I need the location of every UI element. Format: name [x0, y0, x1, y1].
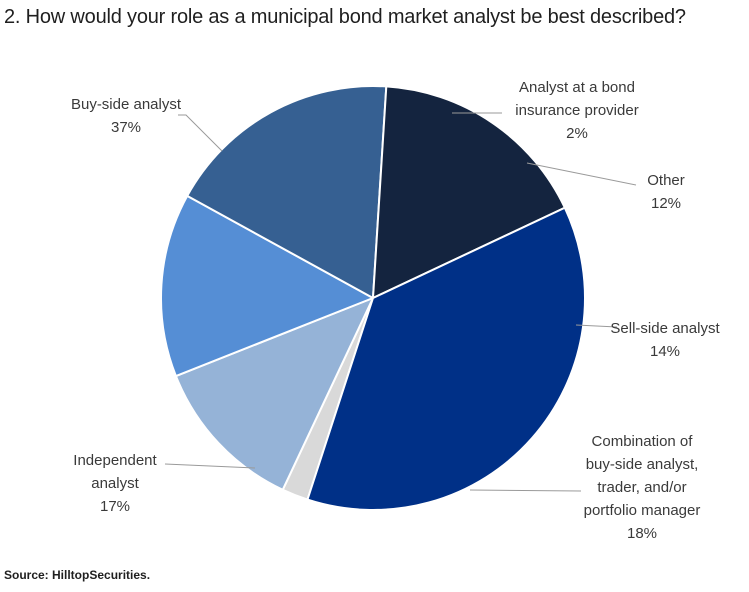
slice-value-label: 17% [100, 498, 130, 515]
slice-label-line: Analyst at a bond [519, 79, 635, 96]
slice-label: Combination of buy-side analyst, trader, a… [584, 433, 701, 542]
leader-lines [164, 112, 637, 492]
slice-value-label: 18% [627, 525, 657, 542]
pie-slices [160, 85, 586, 511]
slice-label-line: trader, and/or [597, 479, 686, 496]
slice-value-label: 12% [651, 195, 681, 212]
leader-line [164, 463, 256, 469]
leader-line [575, 324, 618, 328]
slice-label-line: Independent [73, 452, 157, 469]
pie-slice [160, 194, 376, 378]
slice-labels: Analyst at a bond insurance provider 2% Oth… [71, 79, 720, 542]
slice-label: Sell-side analyst 14% [610, 320, 720, 360]
slice-label-line: Other [647, 172, 685, 189]
slice-label: Independent analyst 17% [73, 452, 157, 515]
slice-label-line: Combination of [592, 433, 694, 450]
source-note: Source: HilltopSecurities. [4, 568, 151, 582]
slice-label: Other 12% [647, 172, 685, 212]
slice-value-label: 2% [566, 125, 588, 142]
pie-slice [185, 85, 388, 300]
slice-label-line: portfolio manager [584, 502, 701, 519]
slice-label: Analyst at a bond insurance provider 2% [515, 79, 638, 142]
slice-label-line: analyst [91, 475, 139, 492]
pie-slice [306, 206, 586, 511]
slice-label-line: insurance provider [515, 102, 638, 119]
leader-line [178, 114, 223, 152]
pie-slice [371, 85, 567, 300]
slice-label-line: Sell-side analyst [610, 320, 720, 337]
leader-line [469, 489, 582, 492]
pie-slice [174, 296, 375, 492]
slice-label-line: buy-side analyst, [586, 456, 699, 473]
slice-label: Buy-side analyst 37% [71, 96, 182, 136]
leader-line [526, 162, 637, 186]
chart-title: 2. How would your role as a municipal bo… [4, 6, 686, 28]
slice-label-line: Buy-side analyst [71, 96, 182, 113]
slice-value-label: 14% [650, 343, 680, 360]
slice-value-label: 37% [111, 119, 141, 136]
